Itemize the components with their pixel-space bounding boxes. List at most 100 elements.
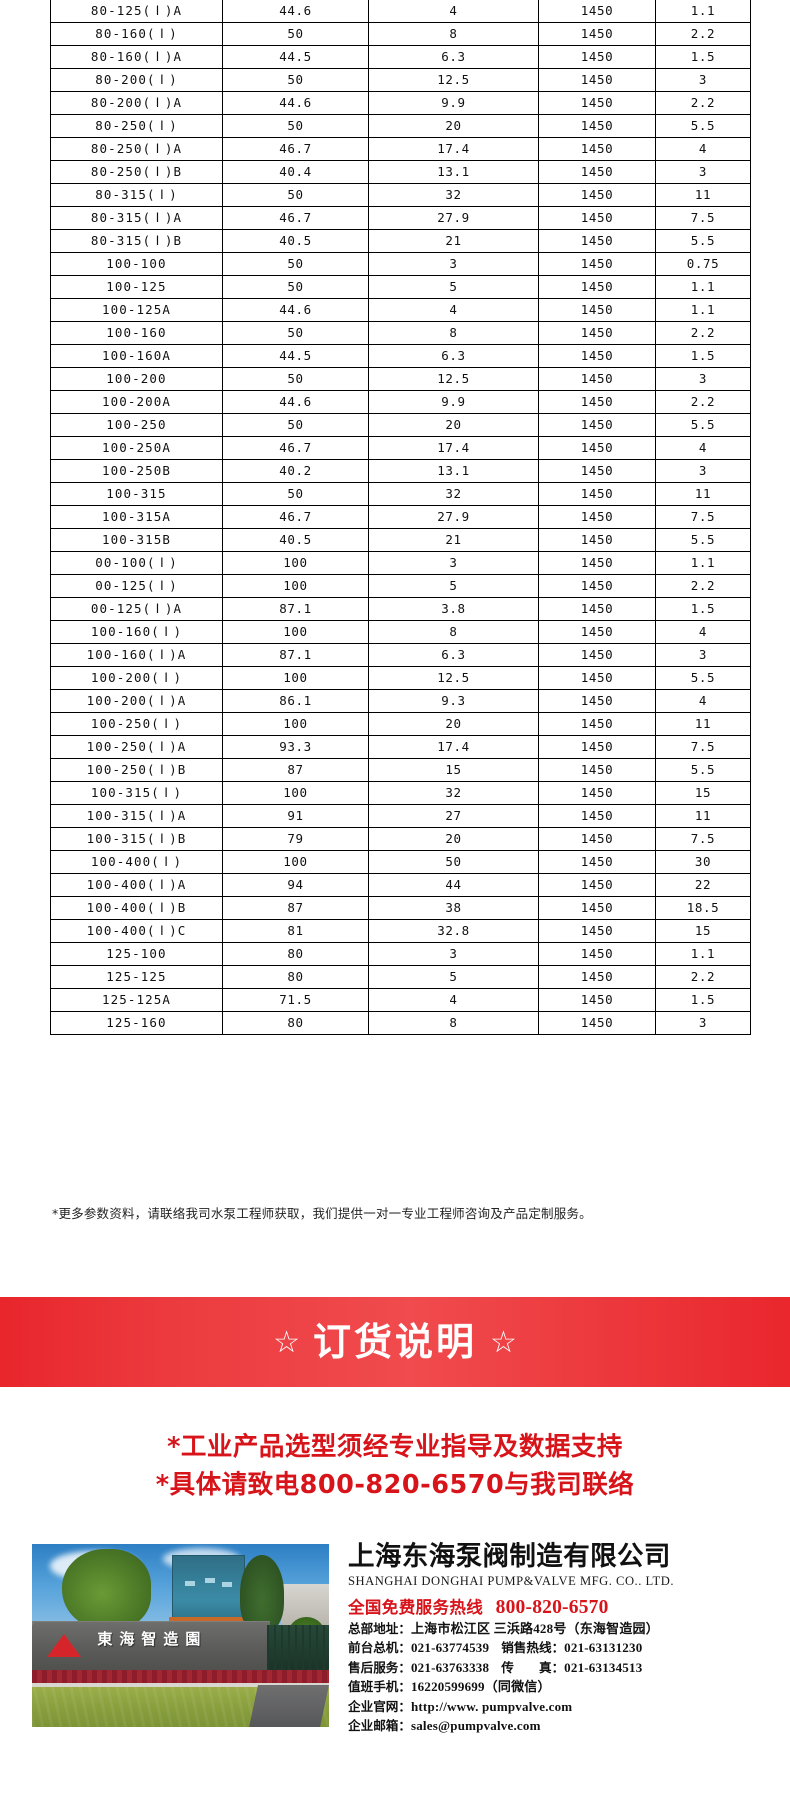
cell-value: 3 bbox=[368, 942, 539, 966]
cell-value: 0.75 bbox=[655, 252, 751, 276]
table-row: 80-160(Ⅰ)A 44.5 6.3 1450 1.5 bbox=[50, 45, 751, 69]
cell-value: 12.5 bbox=[368, 666, 539, 690]
cell-value: 27.9 bbox=[368, 505, 539, 529]
cell-value: 1.5 bbox=[655, 597, 751, 621]
company-info-block: 上海东海泵阀制造有限公司 SHANGHAI DONGHAI PUMP&VALVE… bbox=[348, 1542, 778, 1736]
contact-value[interactable]: http://www. pumpvalve.com bbox=[410, 1698, 573, 1714]
cell-value: 100 bbox=[222, 781, 369, 805]
cell-model: 100-315(Ⅰ)B bbox=[50, 827, 223, 851]
cell-value: 1450 bbox=[538, 666, 656, 690]
contact-value[interactable]: 上海市松江区 三浜路428号（东海智造园） bbox=[410, 1620, 659, 1636]
cell-value: 100 bbox=[222, 850, 369, 874]
cell-value: 46.7 bbox=[222, 137, 369, 161]
cell-value: 12.5 bbox=[368, 68, 539, 92]
contact-label: 值班手机： bbox=[348, 1679, 411, 1695]
cell-value: 1450 bbox=[538, 459, 656, 483]
cell-model: 80-125(Ⅰ)A bbox=[50, 0, 223, 23]
cell-value: 1450 bbox=[538, 597, 656, 621]
cell-value: 100 bbox=[222, 712, 369, 736]
cell-model: 00-125(Ⅰ) bbox=[50, 574, 223, 598]
contact-value[interactable]: 021-63763338 bbox=[410, 1659, 490, 1675]
contact-value[interactable]: 021-63131230 bbox=[564, 1640, 643, 1656]
cell-value: 1450 bbox=[538, 0, 656, 23]
cell-model: 80-315(Ⅰ) bbox=[50, 183, 223, 207]
cell-value: 44 bbox=[368, 873, 539, 897]
contact-value[interactable]: 021-63774539 bbox=[410, 1640, 490, 1656]
cell-value: 1450 bbox=[538, 735, 656, 759]
table-row: 100-315(Ⅰ) 100 32 1450 15 bbox=[50, 781, 751, 805]
table-row: 100-315 50 32 1450 11 bbox=[50, 482, 751, 506]
cell-value: 32 bbox=[368, 482, 539, 506]
contact-line: 企业官网：http://www. pumpvalve.com bbox=[348, 1697, 778, 1717]
table-row: 80-200(Ⅰ) 50 12.5 1450 3 bbox=[50, 68, 751, 92]
cell-value: 3 bbox=[655, 1011, 751, 1035]
table-row: 80-200(Ⅰ)A 44.6 9.9 1450 2.2 bbox=[50, 91, 751, 115]
table-row: 100-250 50 20 1450 5.5 bbox=[50, 413, 751, 437]
cell-value: 50 bbox=[222, 114, 369, 138]
cell-value: 7.5 bbox=[655, 206, 751, 230]
hotline-number[interactable]: 800-820-6570 bbox=[495, 1596, 609, 1618]
cell-value: 3 bbox=[655, 367, 751, 391]
cell-value: 81 bbox=[222, 919, 369, 943]
photo-window bbox=[205, 1577, 216, 1584]
cell-value: 5.5 bbox=[655, 666, 751, 690]
cell-model: 125-160 bbox=[50, 1011, 223, 1035]
cell-value: 1450 bbox=[538, 183, 656, 207]
cell-value: 1450 bbox=[538, 942, 656, 966]
cell-value: 30 bbox=[655, 850, 751, 874]
cell-value: 17.4 bbox=[368, 137, 539, 161]
cell-value: 100 bbox=[222, 551, 369, 575]
cell-value: 46.7 bbox=[222, 206, 369, 230]
cell-value: 8 bbox=[368, 321, 539, 345]
cell-value: 15 bbox=[655, 781, 751, 805]
cell-value: 40.5 bbox=[222, 528, 369, 552]
contact-label: 传 真： bbox=[501, 1659, 565, 1675]
cell-model: 100-100 bbox=[50, 252, 223, 276]
cell-value: 1450 bbox=[538, 1011, 656, 1035]
cell-value: 11 bbox=[655, 183, 751, 207]
cell-value: 1450 bbox=[538, 344, 656, 368]
cell-value: 40.4 bbox=[222, 160, 369, 184]
cell-value: 3.8 bbox=[368, 597, 539, 621]
cell-model: 100-400(Ⅰ)C bbox=[50, 919, 223, 943]
table-row: 80-250(Ⅰ) 50 20 1450 5.5 bbox=[50, 114, 751, 138]
cell-value: 20 bbox=[368, 827, 539, 851]
cell-model: 80-200(Ⅰ)A bbox=[50, 91, 223, 115]
table-row: 100-315A 46.7 27.9 1450 7.5 bbox=[50, 505, 751, 529]
cell-value: 1450 bbox=[538, 298, 656, 322]
contact-value[interactable]: sales@pumpvalve.com bbox=[410, 1718, 541, 1734]
cell-value: 1450 bbox=[538, 160, 656, 184]
cell-model: 100-200A bbox=[50, 390, 223, 414]
cell-value: 7.5 bbox=[655, 505, 751, 529]
cell-value: 1450 bbox=[538, 804, 656, 828]
cell-value: 32 bbox=[368, 183, 539, 207]
table-row: 100-160(Ⅰ) 100 8 1450 4 bbox=[50, 620, 751, 644]
cell-value: 4 bbox=[655, 137, 751, 161]
cell-model: 100-160(Ⅰ)A bbox=[50, 643, 223, 667]
photo-kerb bbox=[32, 1683, 329, 1689]
cell-value: 1450 bbox=[538, 45, 656, 69]
table-row: 00-125(Ⅰ)A 87.1 3.8 1450 1.5 bbox=[50, 597, 751, 621]
photo-window bbox=[222, 1582, 233, 1588]
cell-value: 44.6 bbox=[222, 390, 369, 414]
cell-value: 1.1 bbox=[655, 0, 751, 23]
cell-value: 1450 bbox=[538, 114, 656, 138]
cell-value: 6.3 bbox=[368, 344, 539, 368]
contact-value[interactable]: 021-63134513 bbox=[564, 1659, 643, 1675]
cell-value: 6.3 bbox=[368, 45, 539, 69]
table-row: 100-200 50 12.5 1450 3 bbox=[50, 367, 751, 391]
cell-value: 3 bbox=[368, 551, 539, 575]
cell-value: 8 bbox=[368, 22, 539, 46]
cell-value: 50 bbox=[222, 321, 369, 345]
cell-value: 22 bbox=[655, 873, 751, 897]
cell-value: 1450 bbox=[538, 229, 656, 253]
contact-value[interactable]: 16220599699（同微信） bbox=[410, 1679, 551, 1695]
cell-value: 5.5 bbox=[655, 114, 751, 138]
cell-value: 7.5 bbox=[655, 827, 751, 851]
cell-value: 13.1 bbox=[368, 459, 539, 483]
cell-value: 94 bbox=[222, 873, 369, 897]
cell-value: 87.1 bbox=[222, 643, 369, 667]
cell-value: 5 bbox=[368, 275, 539, 299]
cell-model: 00-125(Ⅰ)A bbox=[50, 597, 223, 621]
cell-value: 2.2 bbox=[655, 91, 751, 115]
